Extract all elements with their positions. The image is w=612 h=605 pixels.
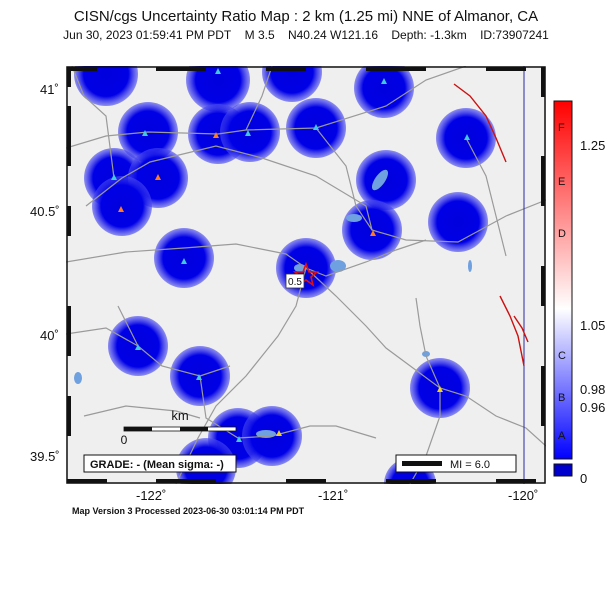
scale-zero: 0 [121, 433, 128, 447]
colorbar-letter-a: A [558, 430, 566, 442]
event-id: ID:73907241 [480, 28, 549, 42]
colorbar-value-0: 0 [580, 471, 588, 486]
colorbar-value-0-96: 0.96 [580, 400, 606, 415]
event-magnitude: M 3.5 [244, 28, 275, 42]
map-area[interactable]: 0.5 km 0 GRADE: - (Mean sigma: -) MI = 6… [66, 66, 546, 484]
scale-bar: km 0 [121, 408, 237, 447]
lat-label-39-5: 39.5˚ [30, 449, 60, 464]
mi-legend-bar [402, 461, 442, 466]
station-marker[interactable] [118, 206, 124, 212]
station-marker[interactable] [213, 132, 219, 138]
colorbar-letter-d: D [558, 228, 566, 240]
event-location: N40.24 W121.16 [287, 28, 379, 42]
station-marker[interactable] [245, 130, 251, 136]
station-marker[interactable] [313, 124, 319, 130]
station-marker[interactable] [196, 374, 202, 380]
colorbar-value-0-98: 0.98 [580, 382, 606, 397]
map-footer: Map Version 3 Processed 2023-06-30 03:01… [72, 506, 305, 516]
lon-label-122: -122˚ [136, 488, 167, 503]
colorbar-letter-c: C [558, 350, 566, 362]
station-marker[interactable] [437, 386, 443, 392]
colorbar-value-1-05: 1.05 [580, 318, 606, 333]
fault-lines [453, 83, 529, 367]
frame-ticks [67, 67, 545, 483]
stations[interactable] [111, 68, 470, 442]
lon-label-121: -121˚ [318, 488, 349, 503]
station-marker[interactable] [370, 230, 376, 236]
station-marker[interactable] [135, 344, 141, 350]
station-marker[interactable] [155, 174, 161, 180]
station-marker[interactable] [111, 174, 117, 180]
lon-label-120: -120˚ [508, 488, 539, 503]
colorbar-letter-f: F [558, 122, 565, 134]
station-marker[interactable] [236, 436, 242, 442]
mi-legend-box [395, 454, 517, 473]
scale-unit: km [171, 408, 188, 423]
station-marker[interactable] [464, 134, 470, 140]
event-depth: Depth: -1.3km [391, 28, 467, 42]
epicenter-label: 0.5 [288, 277, 302, 288]
event-info: Jun 30, 2023 01:59:41 PM PDT M 3.5 N40.2… [0, 28, 612, 42]
event-date: Jun 30, 2023 01:59:41 PM PDT [63, 28, 232, 42]
station-marker[interactable] [215, 68, 221, 74]
lat-label-40: 40˚ [40, 328, 59, 343]
grade-text: GRADE: - (Mean sigma: -) [90, 459, 224, 471]
colorbar-letter-e: E [558, 176, 566, 188]
epicenter-label-box [285, 273, 305, 289]
mi-legend-text: MI = 6.0 [450, 459, 490, 471]
station-marker[interactable] [276, 430, 282, 436]
grade-box [83, 454, 237, 473]
lat-label-41: 41˚ [40, 82, 59, 97]
colorbar [553, 100, 573, 486]
epicenter-star[interactable] [292, 261, 320, 287]
station-marker[interactable] [381, 78, 387, 84]
colorbar-letter-b: B [558, 392, 566, 404]
map-canvas[interactable]: 0.5 km 0 GRADE: - (Mean sigma: -) MI = 6… [66, 66, 546, 484]
lat-label-40-5: 40.5˚ [30, 204, 60, 219]
colorbar-value-1-25: 1.25 [580, 138, 606, 153]
station-marker[interactable] [142, 130, 148, 136]
map-title: CISN/cgs Uncertainty Ratio Map : 2 km (1… [73, 8, 539, 25]
colorbar-graphic [553, 100, 573, 477]
station-marker[interactable] [181, 258, 187, 264]
